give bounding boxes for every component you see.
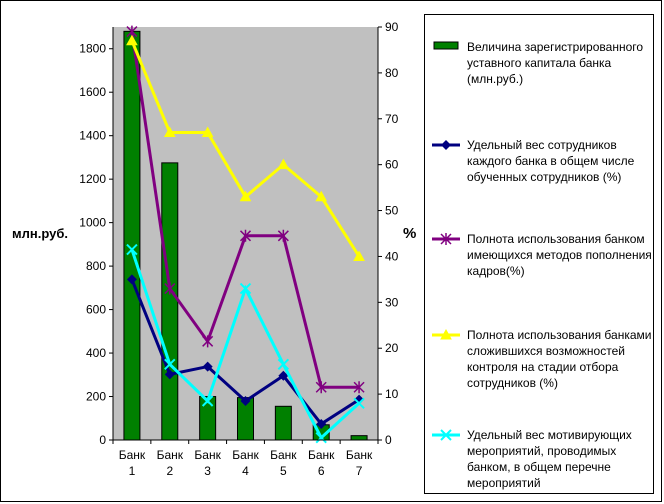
y-left-tick-label: 400: [86, 346, 106, 360]
data-point: [353, 381, 365, 394]
data-point: [201, 126, 214, 138]
y-left-tick-label: 0: [99, 433, 106, 447]
y-right-tick-label: 80: [385, 66, 399, 80]
data-point: [126, 274, 137, 285]
x-tick-label: Банк: [232, 448, 259, 462]
legend-label: Полнота использования банком имеющихся м…: [467, 232, 652, 278]
data-point: [315, 431, 327, 444]
legend-marker: [440, 429, 452, 441]
x-tick-label: 6: [318, 464, 325, 478]
y-right-tick-label: 0: [385, 433, 392, 447]
data-point: [277, 229, 289, 242]
legend-marker: [441, 140, 451, 150]
legend-swatch: [433, 41, 459, 50]
y-right-tick-label: 70: [385, 112, 399, 126]
data-point: [201, 395, 214, 407]
data-point: [164, 358, 176, 370]
y-right-tick-label: 10: [385, 387, 399, 401]
legend: Величина зарегистрированного уставного к…: [424, 14, 654, 494]
x-tick-label: Банк: [157, 448, 184, 462]
x-tick-label: Банк: [119, 448, 146, 462]
legend-marker: [440, 328, 452, 340]
data-point: [353, 397, 365, 409]
legend-key: [432, 233, 460, 245]
data-point: [239, 229, 252, 242]
y-right-tick-label: 30: [385, 295, 399, 309]
legend-marker: [440, 233, 452, 245]
data-point: [239, 190, 252, 202]
data-point: [202, 361, 213, 372]
data-point: [126, 243, 138, 256]
axes: 0 200 400 600 800 1000 1200 1400 1600 1800 0 10 20 30…: [79, 20, 398, 478]
data-point: [126, 34, 138, 46]
y-right-tick-label: 60: [385, 158, 399, 172]
x-tick-label: Банк: [194, 448, 221, 462]
legend-key: [432, 429, 460, 441]
y-axis-right-title: %: [403, 225, 416, 242]
data-point: [277, 158, 290, 170]
line-series-1: [126, 274, 365, 429]
y-left-tick-label: 600: [86, 303, 106, 317]
legend-label: Удельный вес сотрудников каждого банка в…: [467, 138, 635, 184]
data-point: [239, 282, 252, 295]
data-point: [163, 126, 176, 138]
y-axis-left-title: млн.руб.: [12, 226, 68, 241]
legend-label: Полнота использования банками сложившихс…: [467, 328, 652, 390]
bar-1: [123, 30, 141, 441]
legend-key: [432, 328, 460, 340]
data-point: [164, 282, 176, 295]
x-tick-label: 1: [129, 464, 136, 478]
x-tick-label: 2: [166, 464, 173, 478]
line-series-2: [126, 25, 365, 394]
y-left-tick-label: 1800: [79, 42, 106, 56]
x-tick-label: Банк: [308, 448, 335, 462]
data-point: [277, 358, 290, 370]
y-left-tick-label: 1200: [79, 172, 106, 186]
line-series-4: [126, 243, 365, 444]
x-tick-label: Банк: [270, 448, 297, 462]
legend-label: Удельный вес мотивирующих мероприятий, п…: [467, 428, 632, 490]
y-right-tick-label: 20: [385, 341, 399, 355]
line-series-3: [126, 34, 365, 261]
y-left-tick-label: 200: [86, 390, 106, 404]
data-point: [164, 369, 175, 380]
x-tick-label: 5: [280, 464, 287, 478]
bar-series: [123, 30, 368, 441]
bar-5: [274, 405, 292, 441]
x-tick-label: Банк: [346, 448, 373, 462]
y-left-tick-label: 1400: [79, 129, 106, 143]
legend-key: [432, 140, 460, 150]
data-point: [240, 395, 251, 406]
data-point: [278, 370, 289, 381]
y-left-tick-label: 1600: [79, 85, 106, 99]
x-tick-label: 3: [204, 464, 211, 478]
legend-label: Величина зарегистрированного уставного к…: [467, 40, 644, 86]
data-point: [353, 250, 365, 261]
data-point: [315, 190, 328, 202]
y-left-tick-label: 1000: [79, 216, 106, 230]
x-tick-label: 4: [242, 464, 249, 478]
data-point: [316, 418, 327, 429]
data-point: [202, 335, 214, 348]
bar-7: [350, 435, 368, 441]
y-left-tick-label: 800: [86, 259, 106, 273]
x-tick-label: 7: [356, 464, 363, 478]
bar-2: [161, 162, 179, 441]
y-right-tick-label: 40: [385, 249, 399, 263]
line-series: [126, 25, 365, 444]
y-right-tick-label: 50: [385, 204, 399, 218]
legend-key: [433, 41, 459, 50]
y-right-tick-label: 90: [385, 20, 399, 34]
data-point: [315, 381, 327, 394]
